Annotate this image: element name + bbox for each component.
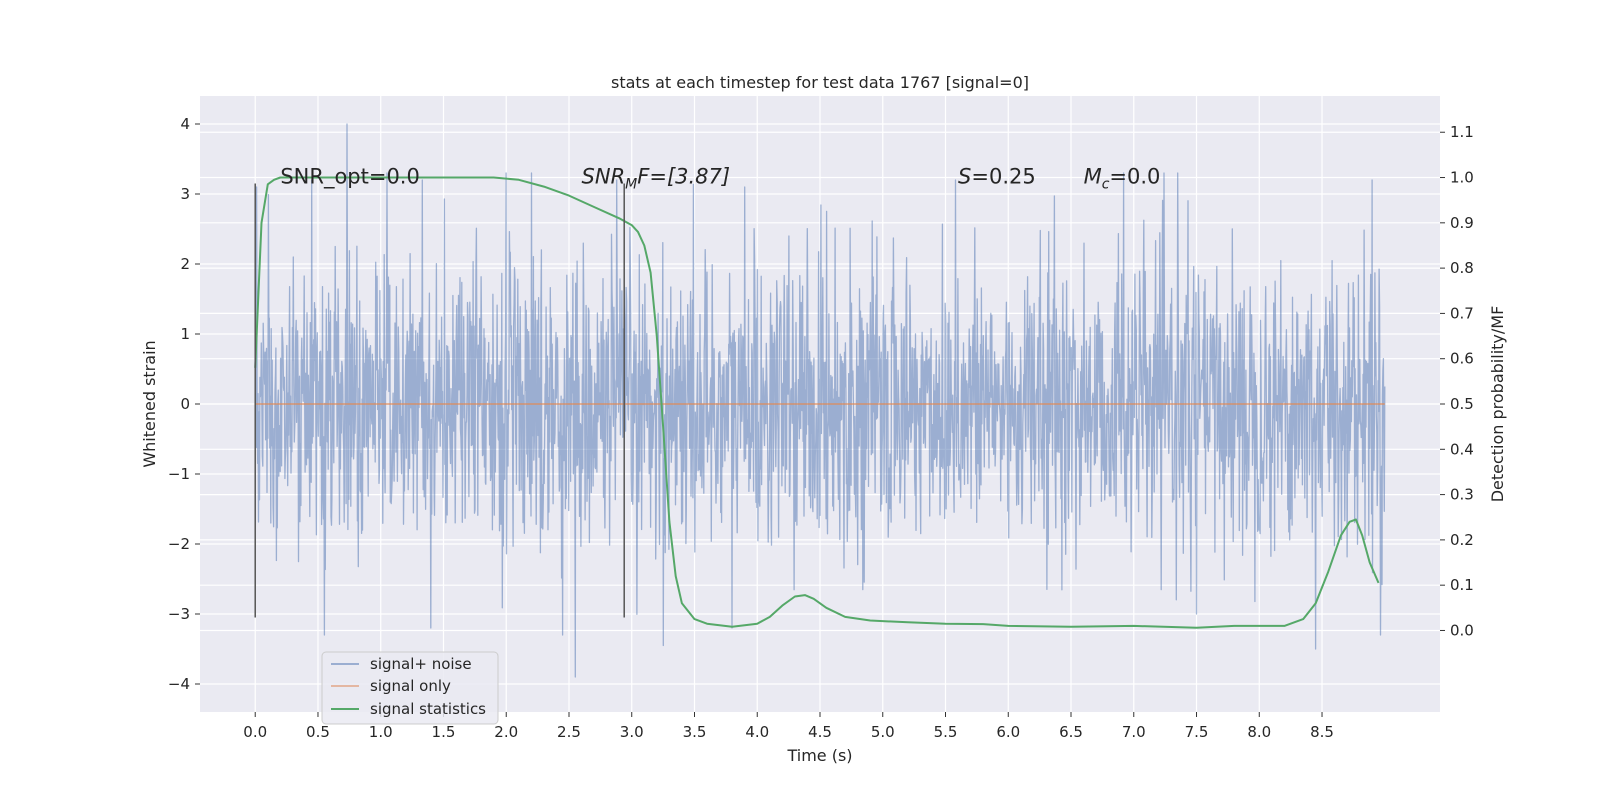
- y2-tick-label: 0.2: [1450, 531, 1474, 549]
- mc-sub: c: [1102, 177, 1110, 193]
- y2-axis-label: Detection probability/MF: [1488, 306, 1507, 503]
- noise-series: [254, 123, 1386, 678]
- x-tick-label: 8.0: [1247, 723, 1271, 741]
- legend-label-stats: signal statistics: [370, 700, 486, 718]
- y-tick-label: −2: [168, 535, 190, 553]
- x-tick-label: 2.0: [494, 723, 518, 741]
- y-tick-label: 4: [180, 115, 190, 133]
- y2-tick-label: 0.9: [1450, 214, 1474, 232]
- x-tick-label: 8.5: [1310, 723, 1334, 741]
- vlines: [254, 183, 625, 618]
- y2-tick-label: 0.1: [1450, 576, 1474, 594]
- y-tick-label: −4: [168, 675, 190, 693]
- x-axis-label: Time (s): [786, 746, 852, 765]
- x-tick-label: 3.5: [683, 723, 707, 741]
- annotation-snr-mf: SNRMF=[3.87]: [582, 165, 731, 193]
- y-axis-ticks: 4 3 2 1 0 −1 −2 −3 −4: [168, 115, 200, 693]
- annotation-s-value: S=0.25: [958, 165, 1036, 189]
- y2-tick-label: 0.0: [1450, 621, 1474, 639]
- y-tick-label: 2: [180, 255, 190, 273]
- mc-rest: =0.0: [1109, 165, 1160, 189]
- y2-tick-label: 1.0: [1450, 169, 1474, 187]
- signal-noise-line: [254, 123, 1386, 678]
- s-rest: =0.25: [971, 165, 1035, 189]
- x-tick-label: 5.5: [934, 723, 958, 741]
- y-axis-label: Whitened strain: [140, 340, 159, 467]
- mc-sym: M: [1084, 165, 1102, 189]
- legend-box: [321, 651, 499, 725]
- x-tick-label: 7.0: [1122, 723, 1146, 741]
- x-tick-label: 0.5: [306, 723, 330, 741]
- snr-mf-base: SNR: [582, 165, 626, 189]
- legend-label-noise: signal+ noise: [370, 655, 472, 673]
- y2-tick-label: 0.3: [1450, 486, 1474, 504]
- stats-series: [254, 176, 1380, 629]
- y2-tick-label: 0.5: [1450, 395, 1474, 413]
- y2-tick-label: 1.1: [1450, 123, 1474, 141]
- x-tick-label: 0.0: [243, 723, 267, 741]
- x-tick-label: 6.5: [1059, 723, 1083, 741]
- y2-tick-label: 0.4: [1450, 440, 1474, 458]
- annotation-mc-value: Mc=0.0: [1084, 165, 1161, 193]
- x-tick-label: 1.0: [369, 723, 393, 741]
- x-tick-label: 3.0: [620, 723, 644, 741]
- y2-axis-ticks: 0.0 0.1 0.2 0.3 0.4 0.5 0.6 0.7 0.8 0.9 1.0 1.1: [1440, 123, 1474, 639]
- x-tick-label: 4.0: [745, 723, 769, 741]
- x-tick-label: 6.0: [996, 723, 1020, 741]
- y2-tick-label: 0.8: [1450, 259, 1474, 277]
- y-tick-label: −1: [168, 465, 190, 483]
- x-tick-label: 2.5: [557, 723, 581, 741]
- y-tick-label: 1: [180, 325, 190, 343]
- annotation-snr-opt: SNR_opt=0.0: [280, 165, 420, 190]
- chart-title: stats at each timestep for test data 176…: [611, 73, 1029, 92]
- x-tick-label: 4.5: [808, 723, 832, 741]
- legend: signal+ noise signal only signal statist…: [321, 651, 499, 725]
- y2-tick-label: 0.7: [1450, 304, 1474, 322]
- x-tick-label: 1.5: [432, 723, 456, 741]
- snr-mf-rest: F=[3.87]: [637, 165, 730, 189]
- x-tick-label: 5.0: [871, 723, 895, 741]
- x-tick-label: 7.5: [1185, 723, 1209, 741]
- annotations: SNR_opt=0.0 SNRMF=[3.87] S=0.25 Mc=0.0: [280, 165, 1160, 193]
- s-sym: S: [958, 165, 971, 189]
- y2-tick-label: 0.6: [1450, 350, 1474, 368]
- y-tick-label: 0: [180, 395, 190, 413]
- y-tick-label: 3: [180, 185, 190, 203]
- y-tick-label: −3: [168, 605, 190, 623]
- x-axis-ticks: 0.0 0.5 1.0 1.5 2.0 2.5 3.0 3.5 4.0 4.5 5.0 5.5 6.0 6…: [243, 712, 1334, 741]
- signal-statistics-line: [254, 176, 1380, 629]
- snr-mf-sub: M: [625, 177, 637, 193]
- legend-label-signal: signal only: [370, 677, 451, 695]
